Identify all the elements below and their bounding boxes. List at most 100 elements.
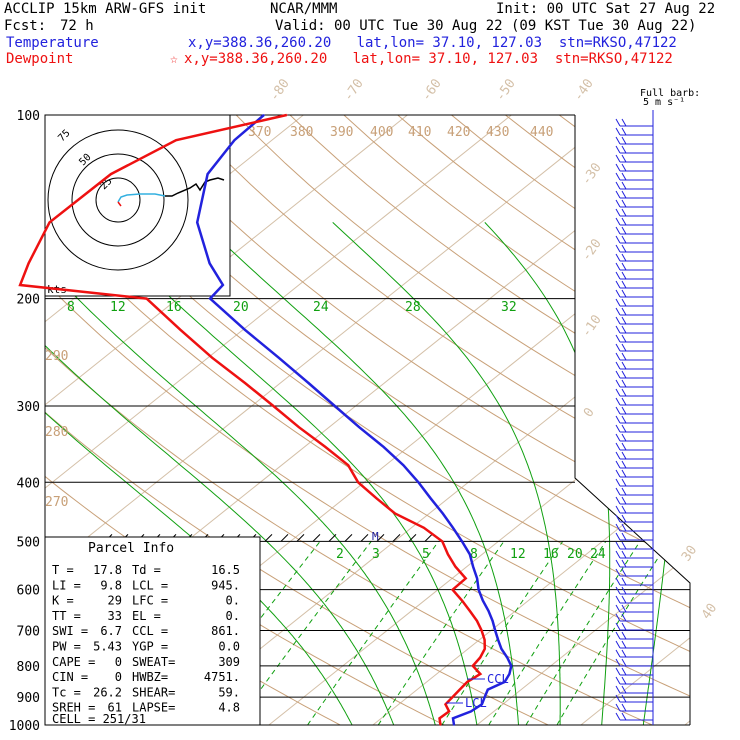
parcel-field: 5.43 [93, 640, 122, 654]
temperature-point [487, 688, 489, 691]
parcel-field: 0 [115, 655, 122, 669]
parcel-info-title: Parcel Info [88, 541, 174, 556]
wind-barb [615, 172, 653, 181]
temperature-point [483, 696, 486, 698]
parcel-field: LCL = [132, 578, 168, 592]
dewpoint-point [347, 464, 350, 467]
temperature-point [206, 173, 209, 175]
parcel-info-panel: Parcel Info T = 17.8 Td = 16.5 LI = 9.8 LCL = 9… [44, 536, 261, 726]
dewpoint-point [375, 497, 378, 500]
wind-barb [615, 487, 653, 496]
dewpoint-point [19, 284, 21, 286]
wind-barb [615, 154, 653, 163]
dewpoint-point [458, 688, 461, 691]
wind-barb [615, 568, 653, 577]
wind-barb [615, 145, 653, 154]
mixing-ratio-label: 5 [422, 547, 430, 562]
temperature-point [209, 297, 211, 300]
temperature-point [382, 446, 385, 448]
hodograph-ring-50 [71, 153, 165, 247]
dry-adiabat-label: 380 [290, 125, 313, 140]
pressure-label: 800 [17, 660, 40, 675]
dewpoint-point [179, 329, 182, 331]
temperature-point [470, 710, 472, 713]
moist-adiabat-line [45, 222, 436, 725]
wind-barb [615, 127, 653, 136]
moist-adiabat-line [634, 222, 675, 725]
isotherm-label: -20 [579, 236, 605, 264]
level-hatch [376, 534, 385, 542]
temperature-point [358, 426, 361, 429]
isotherm-line [476, 115, 690, 725]
dewpoint-point [451, 696, 454, 698]
moist-adiabat-label: 24 [313, 300, 329, 315]
isotherm-label: -80 [267, 76, 293, 104]
dry-adiabat-line [45, 115, 682, 725]
parcel-field: 0. [226, 594, 240, 608]
pressure-label: 500 [17, 535, 40, 550]
wind-barb [615, 388, 653, 397]
parcel-field: SREH = [52, 701, 95, 715]
wind-barb [615, 343, 653, 352]
barb-key-line1: Full barb: [640, 88, 700, 99]
dewpoint-legend-label: Dewpoint [6, 51, 73, 67]
isotherm-line [684, 115, 690, 725]
dewpoint-point [27, 262, 30, 265]
parcel-field: HWBZ= [132, 670, 168, 684]
dewpoint-point [479, 656, 482, 659]
temperature-point [196, 221, 198, 224]
temperature-point [461, 540, 463, 543]
parcel-field: LFC = [132, 594, 168, 608]
wind-barb [615, 190, 653, 199]
moist-adiabat-label: 16 [166, 300, 182, 315]
parcel-field: 61 [108, 701, 122, 715]
isotherm-label: 0 [581, 405, 598, 420]
mixing-ratio-line [441, 541, 564, 725]
mixing-ratio-label: 24 [590, 547, 606, 562]
model-title: ACCLIP 15km ARW-GFS init [4, 1, 206, 17]
dewpoint-point [476, 620, 478, 622]
temperature-point [506, 656, 509, 659]
parcel-field: YGP = [132, 640, 168, 654]
dry-adiabat-line [558, 115, 690, 725]
dewpoint-point [145, 297, 148, 300]
temperature-point [453, 724, 455, 726]
temperature-point [497, 639, 499, 641]
dewpoint-point [469, 610, 471, 612]
dry-adiabat-label: 270 [45, 495, 68, 510]
dewpoint-point [357, 481, 359, 484]
mixing-ratio-label: 20 [567, 547, 583, 562]
hodograph-trace-high [165, 177, 225, 197]
dewpoint-point [438, 717, 441, 720]
level-hatch [408, 534, 417, 542]
parcel-field: 16.5 [211, 563, 240, 577]
dry-adiabat-label: 400 [370, 125, 393, 140]
dewpoint-point [175, 139, 177, 141]
parcel-field: 9.8 [100, 578, 122, 592]
temperature-point [417, 481, 420, 484]
parcel-field: 0. [226, 609, 240, 623]
temperature-point [510, 665, 513, 667]
lcl-label: LCL [465, 696, 487, 710]
moist-adiabat-label: 12 [110, 300, 126, 315]
mixing-ratio-line [307, 541, 440, 725]
parcel-field: Tc = [52, 685, 81, 699]
wind-barb [615, 442, 653, 451]
parcel-field: 17.8 [93, 563, 122, 577]
wind-barb [615, 361, 653, 370]
wind-barb [615, 280, 653, 289]
dewpoint-point [439, 724, 442, 726]
wind-barb [615, 289, 653, 298]
dry-adiabat-label: 420 [447, 125, 470, 140]
isotherm-line [372, 115, 690, 725]
level-hatch [296, 534, 305, 542]
pressure-label: 700 [17, 625, 40, 640]
wind-barb [615, 208, 653, 217]
isotherm-line [45, 115, 512, 725]
isotherm-label: -10 [579, 312, 605, 340]
dewpoint-point [110, 173, 112, 175]
temperature-point [402, 464, 405, 467]
parcel-field: 26.2 [93, 685, 122, 699]
dewpoint-point [464, 577, 467, 580]
fcst-label: Fcst: [4, 18, 46, 34]
